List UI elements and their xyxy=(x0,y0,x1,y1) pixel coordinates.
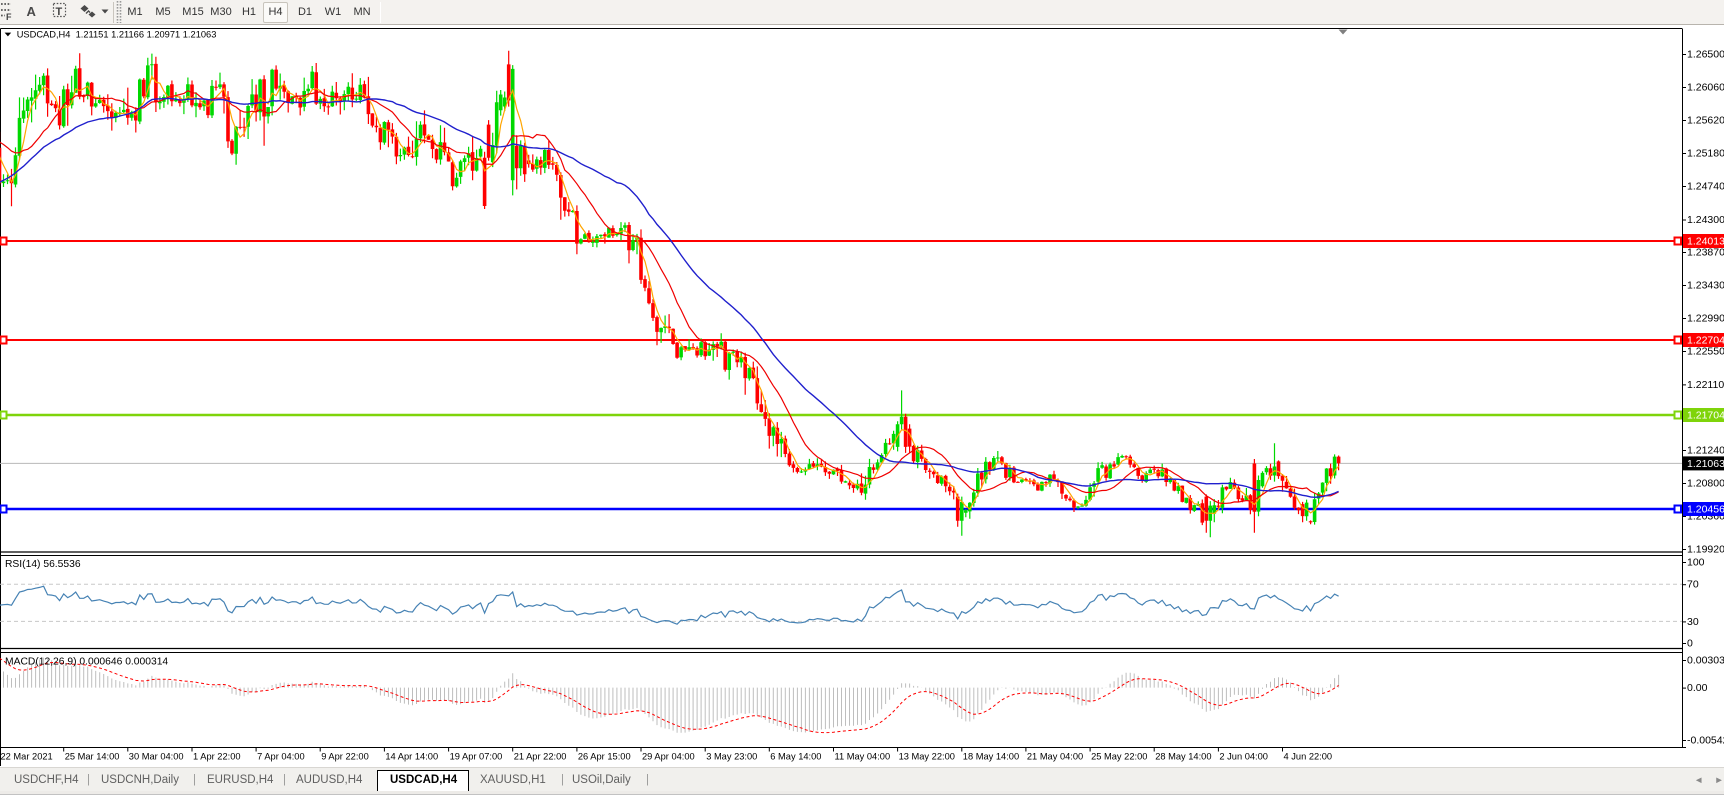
svg-text:29 Apr 04:00: 29 Apr 04:00 xyxy=(642,752,695,762)
svg-text:26 Apr 15:00: 26 Apr 15:00 xyxy=(578,752,631,762)
svg-text:T: T xyxy=(56,6,63,18)
svg-text:21 May 04:00: 21 May 04:00 xyxy=(1027,752,1083,762)
svg-text:1.25620: 1.25620 xyxy=(1687,115,1724,127)
svg-text:1.24300: 1.24300 xyxy=(1687,214,1724,226)
svg-text:0.00: 0.00 xyxy=(1687,682,1708,694)
svg-text:1.24013: 1.24013 xyxy=(1687,236,1724,248)
svg-text:19 Apr 07:00: 19 Apr 07:00 xyxy=(450,752,503,762)
svg-text:0.003035: 0.003035 xyxy=(1687,655,1724,667)
svg-text:MACD(12,26,9) 0.000646 0.00031: MACD(12,26,9) 0.000646 0.000314 xyxy=(5,657,168,668)
svg-text:11 May 04:00: 11 May 04:00 xyxy=(835,752,891,762)
svg-text:1.21063: 1.21063 xyxy=(1687,458,1724,470)
svg-text:1.25180: 1.25180 xyxy=(1687,148,1724,160)
svg-text:14 Apr 14:00: 14 Apr 14:00 xyxy=(385,752,438,762)
svg-text:13 May 22:00: 13 May 22:00 xyxy=(899,752,955,762)
svg-text:1.21704: 1.21704 xyxy=(1687,410,1724,422)
svg-text:1.26060: 1.26060 xyxy=(1687,82,1724,94)
svg-text:2 Jun 04:00: 2 Jun 04:00 xyxy=(1219,752,1268,762)
svg-text:1.22550: 1.22550 xyxy=(1687,346,1724,358)
svg-text:7 Apr 04:00: 7 Apr 04:00 xyxy=(257,752,305,762)
svg-text:6 May 14:00: 6 May 14:00 xyxy=(770,752,821,762)
svg-text:A: A xyxy=(27,4,37,19)
svg-text:RSI(14) 56.5536: RSI(14) 56.5536 xyxy=(5,559,81,570)
svg-text:25 May 22:00: 25 May 22:00 xyxy=(1091,752,1147,762)
svg-text:21 Apr 22:00: 21 Apr 22:00 xyxy=(514,752,567,762)
svg-text:3 May 23:00: 3 May 23:00 xyxy=(706,752,757,762)
svg-text:18 May 14:00: 18 May 14:00 xyxy=(963,752,1019,762)
svg-text:1.20800: 1.20800 xyxy=(1687,478,1724,490)
svg-text:100: 100 xyxy=(1687,557,1705,569)
svg-text:1.22704: 1.22704 xyxy=(1687,335,1724,347)
svg-text:1.24740: 1.24740 xyxy=(1687,181,1724,193)
svg-text:F: F xyxy=(6,12,12,22)
svg-text:1.21240: 1.21240 xyxy=(1687,445,1724,457)
svg-text:1 Apr 22:00: 1 Apr 22:00 xyxy=(193,752,241,762)
svg-text:1.22990: 1.22990 xyxy=(1687,313,1724,325)
svg-text:4 Jun 22:00: 4 Jun 22:00 xyxy=(1284,752,1333,762)
svg-text:1.19920: 1.19920 xyxy=(1687,544,1724,556)
svg-text:1.23430: 1.23430 xyxy=(1687,280,1724,292)
svg-text:1.23870: 1.23870 xyxy=(1687,247,1724,259)
svg-text:1.20456: 1.20456 xyxy=(1687,504,1724,516)
svg-text:22 Mar 2021: 22 Mar 2021 xyxy=(1,752,53,762)
svg-text:30 Mar 04:00: 30 Mar 04:00 xyxy=(129,752,184,762)
svg-text:30: 30 xyxy=(1687,616,1699,628)
svg-text:70: 70 xyxy=(1687,579,1699,591)
svg-text:28 May 14:00: 28 May 14:00 xyxy=(1155,752,1211,762)
svg-text:-0.005429: -0.005429 xyxy=(1687,735,1724,747)
svg-text:1.22110: 1.22110 xyxy=(1687,379,1724,391)
svg-text:9 Apr 22:00: 9 Apr 22:00 xyxy=(321,752,369,762)
svg-text:25 Mar 14:00: 25 Mar 14:00 xyxy=(65,752,120,762)
svg-text:0: 0 xyxy=(1687,638,1693,650)
svg-text:1.26500: 1.26500 xyxy=(1687,49,1724,61)
svg-text:USDCAD,H4 1.21151 1.21166 1.2: USDCAD,H4 1.21151 1.21166 1.20971 1.2106… xyxy=(17,30,217,40)
